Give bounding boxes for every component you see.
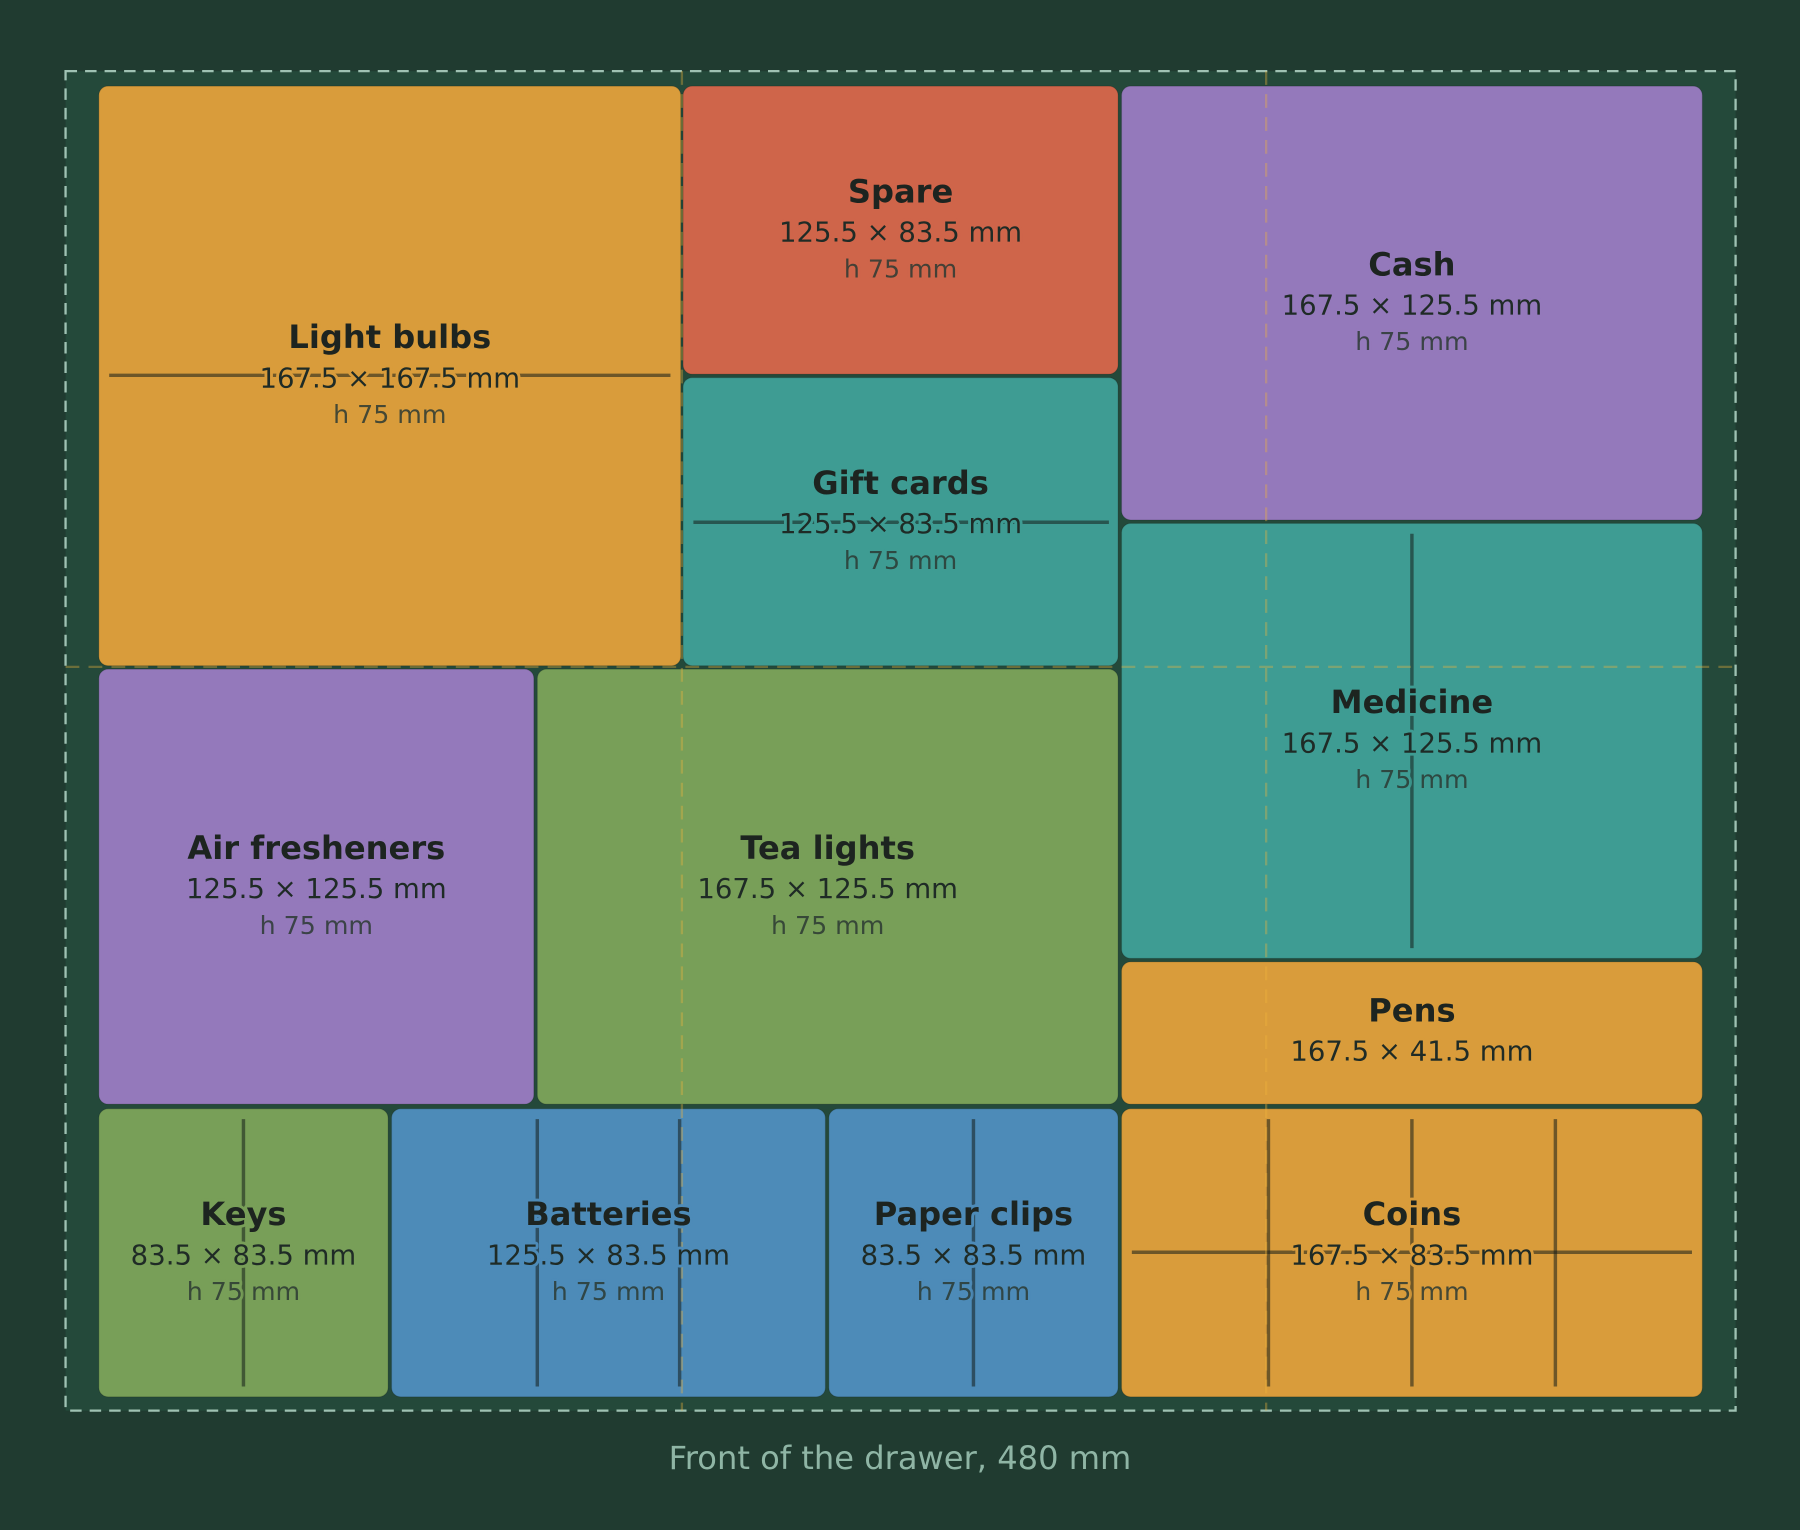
- box-name: Batteries: [525, 1195, 691, 1233]
- box-size: 83.5 × 83.5 mm: [131, 1239, 357, 1271]
- box-name: Medicine: [1331, 683, 1493, 721]
- box-size: 83.5 × 83.5 mm: [861, 1239, 1087, 1271]
- box-size: 125.5 × 83.5 mm: [779, 508, 1022, 540]
- box-size: 167.5 × 83.5 mm: [1290, 1239, 1533, 1271]
- box-height: h 75 mm: [187, 1277, 300, 1306]
- box-height: h 75 mm: [552, 1277, 665, 1306]
- box: [98, 668, 535, 1105]
- box: [1120, 85, 1703, 521]
- box-height: h 75 mm: [917, 1277, 1030, 1306]
- box-size: 167.5 × 41.5 mm: [1290, 1036, 1533, 1068]
- box: [536, 668, 1119, 1105]
- box-name: Gift cards: [812, 464, 989, 502]
- box-name: Light bulbs: [288, 318, 491, 356]
- box: [1120, 961, 1703, 1105]
- box-name: Keys: [200, 1195, 286, 1233]
- box-size: 125.5 × 83.5 mm: [779, 217, 1022, 249]
- box: [682, 85, 1119, 375]
- box-height: h 75 mm: [333, 400, 446, 429]
- box-size: 167.5 × 167.5 mm: [260, 362, 521, 394]
- grid-guides: [65, 71, 1736, 1411]
- box-name: Spare: [848, 172, 953, 210]
- box-size: 167.5 × 125.5 mm: [1282, 727, 1543, 759]
- labels: Light bulbs 167.5 × 167.5 mm h 75 mm Spare 1…: [128, 170, 1545, 1309]
- box-name: Paper clips: [874, 1195, 1073, 1233]
- box-height: h 75 mm: [771, 911, 884, 940]
- box-height: h 75 mm: [1355, 765, 1468, 794]
- box-height: h 75 mm: [260, 911, 373, 940]
- box-height: h 75 mm: [1355, 327, 1468, 356]
- box-height: h 75 mm: [844, 546, 957, 575]
- box-name: Coins: [1363, 1195, 1462, 1233]
- box-name: Air fresheners: [187, 829, 445, 867]
- caption: Front of the drawer, 480 mm: [669, 1439, 1132, 1477]
- box-name: Cash: [1368, 245, 1455, 283]
- box-size: 125.5 × 125.5 mm: [186, 873, 447, 905]
- box-size: 125.5 × 83.5 mm: [487, 1239, 730, 1271]
- box-name: Pens: [1368, 991, 1455, 1029]
- box-size: 167.5 × 125.5 mm: [1282, 289, 1543, 321]
- box-height: h 75 mm: [1355, 1277, 1468, 1306]
- box: [390, 1108, 826, 1398]
- divider-lines: [109, 373, 1692, 1387]
- box-height: h 75 mm: [844, 254, 957, 283]
- box-name: Tea lights: [740, 829, 915, 867]
- box-size: 167.5 × 125.5 mm: [697, 873, 958, 905]
